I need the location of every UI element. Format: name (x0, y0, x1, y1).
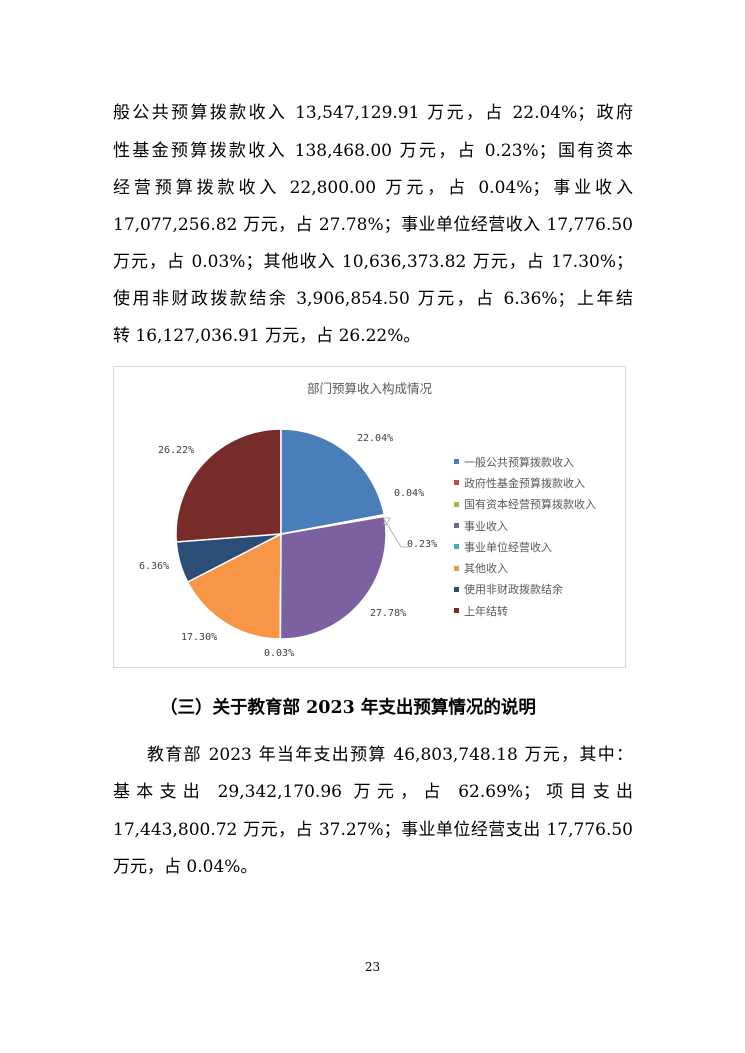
data-label: 17.30% (181, 632, 218, 643)
expense-line: 17,443,800.72 万元，占 37.27%；事业单位经营支出 17,77… (113, 820, 633, 840)
section-heading: （三）关于教育部 2023 年支出预算情况的说明 (160, 698, 536, 718)
data-label: 27.78% (370, 608, 407, 619)
legend-swatch (454, 459, 459, 465)
legend-item: 一般公共预算拨款收入 (454, 451, 596, 472)
data-label: 0.23% (407, 539, 438, 550)
income-line: 使用非财政拨款结余 3,906,854.50 万元，占 6.36%；上年结 (113, 289, 633, 309)
expense-line: 基本支出 29,342,170.96 万元，占 62.69%；项目支出 (113, 782, 633, 802)
data-label: 6.36% (139, 561, 170, 572)
legend-swatch (454, 608, 459, 614)
legend-swatch (454, 544, 459, 550)
legend-item: 使用非财政拨款结余 (454, 579, 596, 600)
income-line: 转 16,127,036.91 万元，占 26.22%。 (113, 326, 421, 346)
income-line: 般公共预算拨款收入 13,547,129.91 万元，占 22.04%；政府 (113, 103, 633, 123)
data-label: 22.04% (357, 433, 394, 444)
chart-title: 部门预算收入构成情况 (306, 381, 432, 396)
income-line: 万元，占 0.03%；其他收入 10,636,373.82 万元，占 17.30… (113, 252, 633, 272)
legend-label: 其他收入 (464, 562, 508, 576)
pie-slice-上年结转 (175, 428, 282, 543)
pie-svg (175, 428, 408, 640)
data-label: 0.04% (394, 488, 425, 499)
legend-item: 事业单位经营收入 (454, 536, 596, 557)
legend-label: 事业收入 (464, 519, 508, 533)
chart-legend: 一般公共预算拨款收入 政府性基金预算拨款收入 国有资本经营预算拨款收入 事业收入事业单… (454, 451, 596, 621)
legend-swatch (454, 480, 459, 486)
income-line: 经营预算拨款收入 22,800.00 万元，占 0.04%；事业收入 (113, 178, 633, 198)
legend-label: 一般公共预算拨款收入 (464, 455, 574, 469)
legend-label: 上年结转 (464, 604, 508, 618)
legend-swatch (454, 586, 459, 592)
pie-slice-一般公共预算拨款收入 (280, 428, 386, 535)
expense-line: 万元，占 0.04%。 (113, 857, 258, 877)
legend-label: 使用非财政拨款结余 (464, 583, 563, 597)
pie-slice-事业收入 (279, 515, 387, 640)
pie-slice-其他收入 (186, 532, 282, 640)
income-line: 17,077,256.82 万元，占 27.78%；事业单位经营收入 17,77… (113, 215, 633, 235)
legend-swatch (454, 523, 459, 529)
data-label: 0.03% (264, 648, 295, 659)
data-label: 26.22% (158, 445, 195, 456)
legend-label: 政府性基金预算拨款收入 (464, 476, 585, 490)
legend-swatch (454, 565, 459, 571)
legend-label: 国有资本经营预算拨款收入 (464, 498, 596, 512)
leader-line-0.23 (383, 518, 408, 548)
legend-item: 上年结转 (454, 600, 596, 621)
leader-line-0.04 (382, 517, 391, 526)
legend-item: 事业收入 (454, 515, 596, 536)
legend-label: 事业单位经营收入 (464, 540, 552, 554)
legend-item: 其他收入 (454, 557, 596, 578)
legend-item: 政府性基金预算拨款收入 (454, 472, 596, 493)
income-line: 性基金预算拨款收入 138,468.00 万元，占 0.23%；国有资本 (113, 141, 633, 161)
page-number: 23 (364, 960, 381, 974)
legend-item: 国有资本经营预算拨款收入 (454, 494, 596, 515)
expense-line: 教育部 2023 年当年支出预算 46,803,748.18 万元，其中： (147, 745, 633, 765)
income-pie-chart: 部门预算收入构成情况 22.04% 0.23% 0.04% 27.78% 0.0… (113, 366, 626, 668)
legend-swatch (454, 501, 459, 507)
